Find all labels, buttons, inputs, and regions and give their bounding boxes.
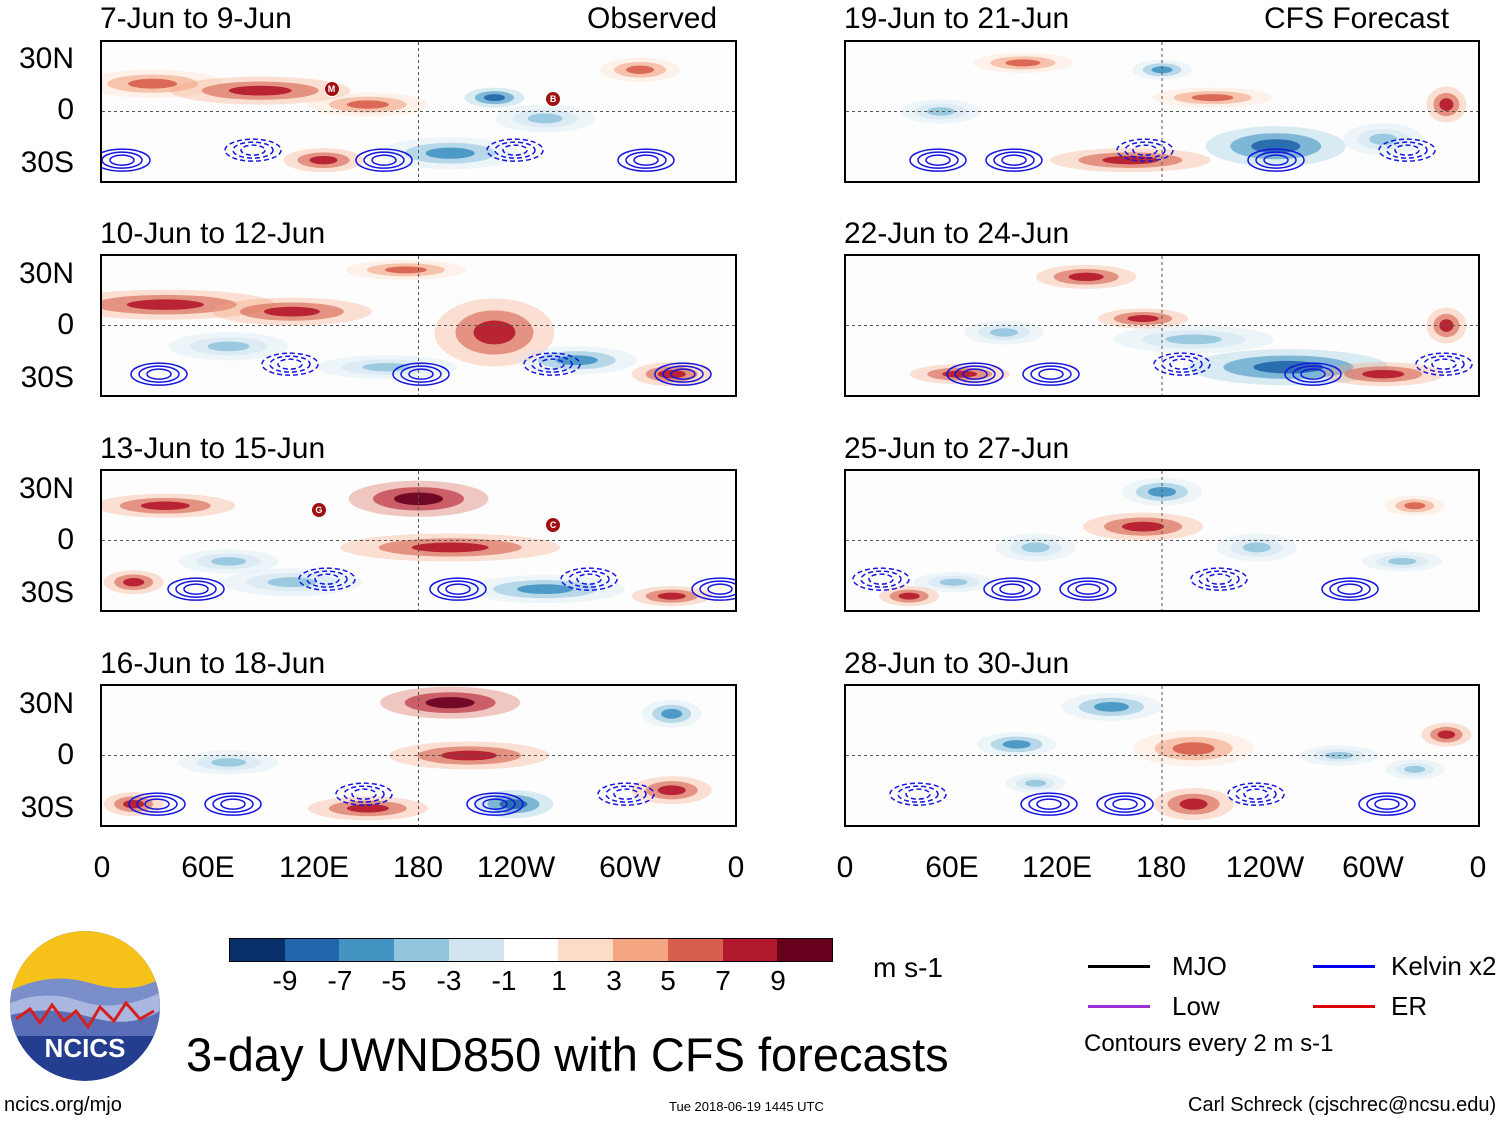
lon-label: 120W	[476, 851, 556, 884]
map-panel-5	[844, 40, 1480, 183]
lat-label-30s: 30S	[20, 361, 74, 394]
colorbar-tick: -7	[327, 965, 353, 996]
lat-label-30n: 30N	[18, 472, 74, 505]
legend-label-mjo: MJO	[1172, 951, 1227, 981]
colorbar-swatch	[722, 939, 778, 961]
legend-label-er: ER	[1391, 991, 1428, 1021]
map-panel-4	[100, 684, 737, 827]
panel-title-6: 22-Jun to 24-Jun	[844, 217, 1070, 250]
map-panel-8	[844, 684, 1480, 827]
lon-label: 60W	[599, 851, 661, 884]
observed-header: Observed	[587, 2, 718, 35]
legend-label-low: Low	[1172, 991, 1220, 1021]
map-panel-2	[100, 254, 737, 397]
legend-note: Contours every 2 m s-1	[1084, 1030, 1334, 1057]
colorbar-swatch	[667, 939, 723, 961]
footer-author: Carl Schreck (cjschrec@ncsu.edu)	[1188, 1094, 1497, 1116]
main-title: 3-day UWND850 with CFS forecasts	[186, 1028, 949, 1081]
lon-label: 120W	[1225, 851, 1305, 884]
lat-label-30n: 30N	[18, 42, 74, 75]
colorbar-units: m s-1	[873, 952, 943, 983]
lon-label: 60E	[925, 851, 979, 884]
colorbar-tick: -1	[491, 965, 517, 996]
lon-label: 0	[836, 851, 854, 884]
map-panel-7	[844, 469, 1480, 612]
colorbar	[229, 938, 833, 962]
panel-title-8: 28-Jun to 30-Jun	[844, 647, 1070, 680]
lon-label: 0	[727, 851, 745, 884]
cfs-forecast-header: CFS Forecast	[1264, 2, 1450, 35]
storm-marker: C	[545, 516, 562, 533]
lat-label-30n: 30N	[18, 687, 74, 720]
colorbar-swatch	[448, 939, 504, 961]
colorbar-swatch	[558, 939, 614, 961]
lon-label: 180	[1135, 851, 1187, 884]
lat-label-30s: 30S	[20, 791, 74, 824]
legend-label-kelvin: Kelvin x2	[1391, 951, 1497, 981]
panel-title-2: 10-Jun to 12-Jun	[100, 217, 326, 250]
lon-label: 60W	[1342, 851, 1404, 884]
lat-label-30n: 30N	[18, 257, 74, 290]
colorbar-tick: 5	[660, 965, 676, 996]
colorbar-tick: 3	[606, 965, 622, 996]
colorbar-swatch	[394, 939, 449, 961]
panel-title-7: 25-Jun to 27-Jun	[844, 432, 1070, 465]
colorbar-swatch	[230, 939, 285, 961]
footer-url: ncics.org/mjo	[4, 1094, 122, 1116]
colorbar-tick: 7	[715, 965, 731, 996]
colorbar-swatch	[613, 939, 668, 961]
colorbar-tick: -3	[436, 965, 462, 996]
colorbar-tick: 1	[551, 965, 567, 996]
lon-label: 120E	[278, 851, 350, 884]
panel-title-3: 13-Jun to 15-Jun	[100, 432, 326, 465]
legend-line-er	[1313, 1005, 1375, 1008]
legend-line-low	[1088, 1005, 1150, 1008]
storm-marker: M	[323, 80, 340, 97]
lat-label-eq: 0	[57, 93, 74, 126]
lat-label-eq: 0	[57, 308, 74, 341]
svg-text:NCICS: NCICS	[45, 1033, 126, 1063]
lat-label-eq: 0	[57, 523, 74, 556]
legend-line-mjo	[1088, 965, 1150, 968]
lon-label: 0	[93, 851, 111, 884]
colorbar-swatch	[503, 939, 559, 961]
lon-label: 0	[1469, 851, 1487, 884]
panel-title-4: 16-Jun to 18-Jun	[100, 647, 326, 680]
ncics-logo: NCICS	[10, 931, 160, 1081]
storm-marker: B	[545, 90, 562, 107]
lat-label-30s: 30S	[20, 576, 74, 609]
lon-label: 60E	[181, 851, 235, 884]
lon-label: 180	[392, 851, 444, 884]
colorbar-swatch	[339, 939, 395, 961]
lon-label: 120E	[1021, 851, 1093, 884]
colorbar-tick: -5	[381, 965, 407, 996]
lat-label-eq: 0	[57, 738, 74, 771]
colorbar-tick: 9	[770, 965, 786, 996]
colorbar-swatch	[777, 939, 833, 961]
storm-marker: G	[310, 501, 327, 518]
colorbar-swatch	[284, 939, 340, 961]
panel-title-5: 19-Jun to 21-Jun	[844, 2, 1070, 35]
footer-timestamp: Tue 2018-06-19 1445 UTC	[669, 1099, 824, 1114]
legend-line-kelvin	[1313, 965, 1375, 968]
lat-label-30s: 30S	[20, 146, 74, 179]
colorbar-tick: -9	[272, 965, 298, 996]
panel-title-1: 7-Jun to 9-Jun	[100, 2, 292, 35]
map-panel-6	[844, 254, 1480, 397]
